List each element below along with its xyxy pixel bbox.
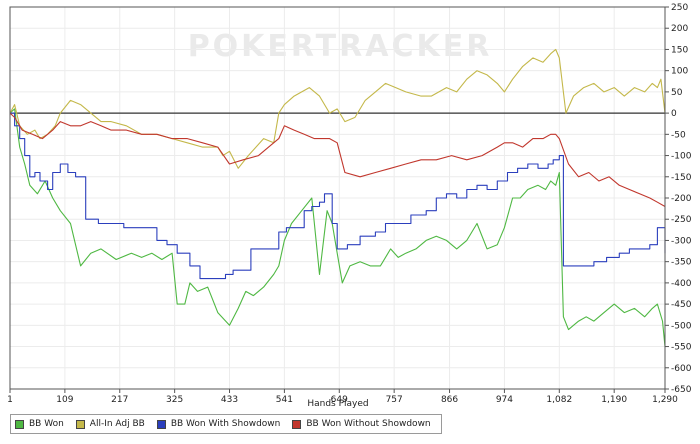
y-tick-label: -50 (671, 130, 686, 140)
x-tick-label: 1,190 (601, 395, 627, 405)
y-tick-label: -450 (671, 300, 692, 310)
y-tick-label: -200 (671, 194, 692, 204)
y-tick-label: -550 (671, 343, 692, 353)
x-tick-label: 541 (276, 395, 293, 405)
y-tick-label: -350 (671, 258, 692, 268)
y-tick-label: -100 (671, 152, 692, 162)
y-tick-label: -600 (671, 364, 692, 374)
series-line-2 (10, 112, 666, 280)
x-tick-label: 866 (441, 395, 458, 405)
legend-swatch (15, 419, 24, 429)
y-tick-label: 250 (671, 3, 688, 13)
series-lines (9, 48, 666, 347)
y-tick-label: 150 (671, 45, 688, 55)
grid-lines (9, 6, 666, 390)
x-tick-label: 1 (7, 395, 13, 405)
x-tick-label: 109 (56, 395, 73, 405)
legend-swatch (75, 419, 85, 429)
y-tick-label: -500 (671, 321, 692, 331)
x-tick-label: 649 (331, 395, 348, 405)
legend-label: All-In Adj BB (89, 419, 145, 429)
y-tick-label: 0 (671, 109, 677, 119)
y-tick-label: 50 (671, 88, 683, 98)
watermark: POKERTRACKER (188, 29, 493, 64)
y-tick-label: -150 (671, 173, 692, 183)
x-tick-label: 1,082 (546, 395, 572, 405)
y-tick-label: 200 (671, 24, 688, 34)
legend-item-2: BB Won With Showdown (156, 419, 281, 429)
legend-label: BB Won Without Showdown (306, 419, 431, 429)
x-tick-label: 325 (166, 395, 183, 405)
y-tick-label: -250 (671, 215, 692, 225)
watermark-text: POKERTRACKER (188, 29, 493, 64)
y-tick-label: -400 (671, 279, 692, 289)
x-axis-ticks: 1 109 217 325 433 541 649 757 866 974 1,082 1,190 1,… (7, 389, 678, 405)
x-tick-label: 217 (111, 395, 128, 405)
series-line-1 (9, 48, 666, 169)
y-tick-label: -650 (671, 385, 692, 395)
y-tick-label: 100 (671, 67, 688, 77)
legend: BB Won All-In Adj BB BB Won With Showdown B… (10, 414, 442, 434)
legend-item-0: BB Won (15, 419, 64, 429)
series-line-0 (9, 108, 666, 347)
y-axis-ticks: 250 200 150 100 50 0 -50 -100 -150 -200 -250 -300 -3… (665, 3, 692, 395)
x-tick-label: 433 (221, 395, 238, 405)
y-tick-label: -300 (671, 236, 692, 246)
legend-swatch (292, 419, 302, 429)
legend-label: BB Won With Showdown (170, 419, 281, 429)
x-tick-label: 757 (386, 395, 403, 405)
x-tick-label: 1,290 (652, 395, 678, 405)
x-axis-label: Hands Played (307, 399, 368, 409)
legend-label: BB Won (29, 419, 64, 429)
legend-item-3: BB Won Without Showdown (292, 419, 431, 429)
x-tick-label: 974 (496, 395, 513, 405)
legend-item-1: All-In Adj BB (75, 419, 145, 429)
legend-swatch (156, 419, 166, 429)
series-line-3 (9, 112, 666, 207)
